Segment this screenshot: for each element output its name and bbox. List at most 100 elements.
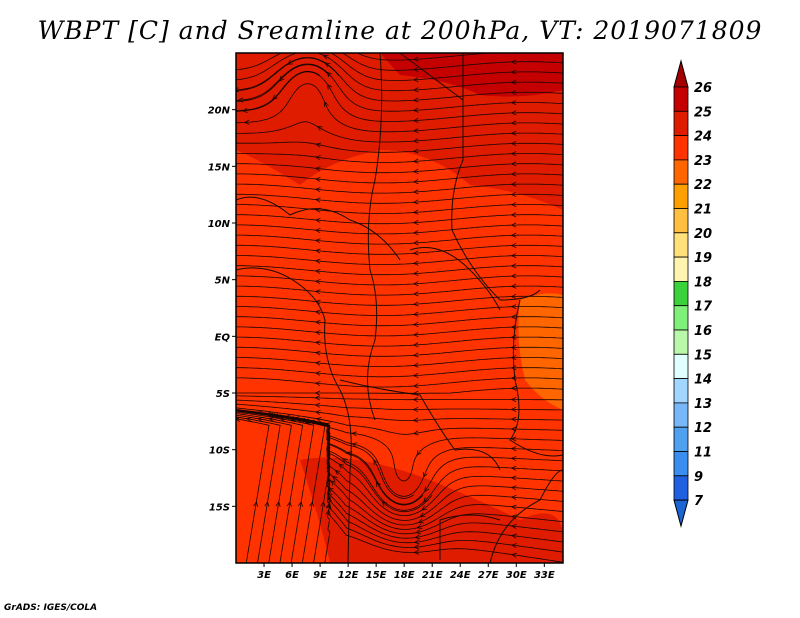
streamline <box>236 121 563 143</box>
colorbar-label: 9 <box>694 470 703 485</box>
streamline-arrow <box>314 409 321 416</box>
streamline-arrow <box>510 375 517 381</box>
streamline-arrow <box>314 166 321 172</box>
streamline <box>236 407 563 435</box>
streamline-arrow <box>510 355 517 361</box>
plot-title: WBPT [C] and Sreamline at 200hPa, VT: 20… <box>37 16 763 45</box>
streamline-arrow <box>316 126 323 131</box>
streamline <box>356 53 563 61</box>
streamline <box>236 57 563 102</box>
streamline-arrow <box>243 119 250 125</box>
streamline-arrow <box>272 94 278 101</box>
streamline-arrow <box>412 168 419 174</box>
x-tick-label: 6E <box>285 570 299 581</box>
streamline-arrow <box>412 270 419 276</box>
streamline-arrow <box>510 446 517 452</box>
streamline-arrow <box>412 321 419 327</box>
streamline-arrow <box>413 544 420 550</box>
streamline-arrow <box>510 140 517 146</box>
streamline-arrow <box>412 117 419 123</box>
colorbar-label: 16 <box>694 324 712 339</box>
colorbar-label: 20 <box>694 227 712 242</box>
streamline-arrow <box>322 54 329 60</box>
streamline-arrow <box>510 514 517 520</box>
field-24c <box>236 53 332 85</box>
streamline-arrow <box>334 469 341 476</box>
x-tick-label: 21E <box>422 570 443 581</box>
streamline-arrow <box>417 518 424 524</box>
x-tick-label: 3E <box>257 570 271 581</box>
border-line <box>451 53 541 301</box>
colorbar-label: 7 <box>694 494 704 509</box>
border-line <box>339 379 501 471</box>
streamline-arrow <box>510 232 517 238</box>
streamline-arrow <box>412 209 419 215</box>
streamline-arrow <box>320 42 325 46</box>
streamline-arrow <box>414 534 421 540</box>
streamline <box>236 409 563 482</box>
streamline-arrow <box>376 481 381 487</box>
streamline-arrow <box>326 503 332 509</box>
streamline-arrow <box>416 450 422 456</box>
streamline-arrow <box>510 406 517 412</box>
streamline-arrow <box>412 138 419 144</box>
streamline-arrow <box>257 417 264 422</box>
map-frame <box>235 52 564 564</box>
y-tick-label: 5S <box>216 389 230 400</box>
y-tick-label: 15N <box>208 162 231 173</box>
streamline-arrow <box>412 281 419 287</box>
streamline-arrow <box>510 242 517 248</box>
colorbar-swatch <box>673 305 689 331</box>
streamline-arrow <box>510 171 517 177</box>
streamline-arrow <box>412 397 419 403</box>
colorbar-arrow-top <box>673 59 689 88</box>
streamline-arrow <box>510 89 517 95</box>
streamlines <box>236 42 563 563</box>
streamline-arrow <box>511 552 517 558</box>
streamline <box>236 53 563 92</box>
streamline-arrow <box>412 311 419 317</box>
streamline-arrow <box>330 480 337 486</box>
streamline-arrow <box>510 110 517 116</box>
streamline-arrow <box>413 539 420 545</box>
streamline-arrow <box>314 197 321 203</box>
streamline-arrow <box>314 390 321 396</box>
streamline-arrow <box>315 416 322 422</box>
streamline-arrow <box>327 83 333 90</box>
streamline-arrow <box>510 130 517 136</box>
streamline-arrow <box>510 485 517 491</box>
colorbar-label: 17 <box>694 300 713 315</box>
streamline-arrow <box>510 253 517 259</box>
streamline-arrow <box>412 342 419 348</box>
streamline-arrow <box>510 344 517 350</box>
streamline-arrow <box>412 230 419 236</box>
streamline-arrow <box>510 324 517 330</box>
streamline-arrow <box>314 340 321 346</box>
streamline-arrow <box>314 176 321 182</box>
streamline-arrow <box>510 69 517 75</box>
streamline-arrow <box>510 120 517 126</box>
streamline-arrow <box>510 416 517 422</box>
field-22c <box>518 293 563 410</box>
colorbar-swatch <box>673 329 689 355</box>
streamline <box>236 409 433 513</box>
streamline-arrow <box>510 202 517 208</box>
colorbar-label: 26 <box>694 81 712 96</box>
colorbar-swatch <box>673 353 689 379</box>
streamline-arrow <box>412 406 419 413</box>
colorbar-label: 14 <box>694 373 712 388</box>
streamline-arrow <box>278 75 285 82</box>
streamline-arrow <box>314 330 321 336</box>
streamline-arrow <box>412 260 419 266</box>
y-tick-label: 15S <box>209 502 230 513</box>
streamline-arrow <box>412 128 419 134</box>
border-line <box>236 196 401 261</box>
streamline-arrow <box>314 395 321 401</box>
streamline-arrow <box>421 505 428 511</box>
streamline-arrow <box>314 402 321 408</box>
colorbar-swatch <box>673 378 689 404</box>
streamline-arrow <box>510 436 517 442</box>
streamline <box>236 411 315 563</box>
streamline-arrow <box>510 494 517 500</box>
border-line <box>489 469 563 563</box>
